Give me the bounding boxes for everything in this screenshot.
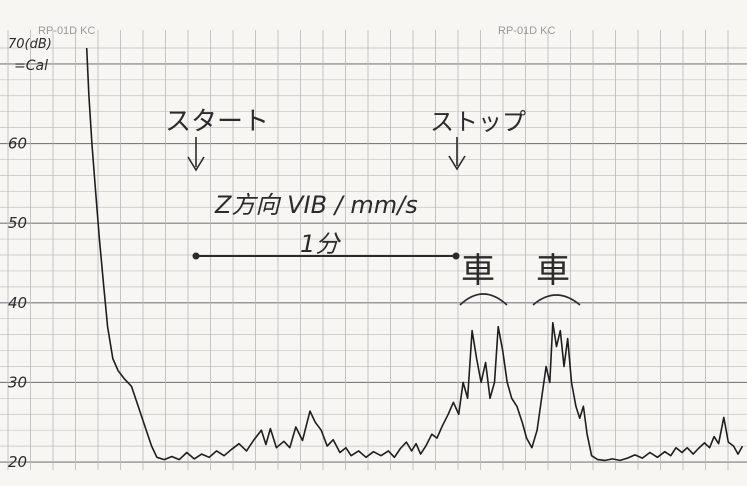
y-tick-label: 50 (8, 214, 27, 232)
y-tick-label: 20 (8, 453, 27, 471)
duration-end-dot (452, 252, 460, 260)
start-arrow-icon (187, 137, 205, 172)
y-axis-ticks: 60 50 40 30 20 (8, 135, 27, 472)
measure-title-label: Z方向 VIB / mm/s (214, 191, 418, 219)
car-label-2: 車 (536, 251, 570, 291)
car-label-1: 車 (461, 251, 495, 291)
vibration-trace (85, 47, 744, 462)
cal-label: =Cal (14, 58, 48, 74)
duration-start-dot (192, 252, 200, 260)
y-tick-label: 60 (8, 135, 27, 153)
start-label: スタート (165, 107, 269, 137)
car-bracket-2 (532, 294, 581, 306)
annotations: スタート ストップ Z方向 VIB / mm/s 1分 車 車 (165, 107, 581, 306)
header-left-label: RP-01D KC (38, 25, 96, 37)
stop-arrow-icon (448, 137, 466, 171)
header-right-label: RP-01D KC (498, 25, 556, 37)
y-tick-label: 40 (8, 294, 27, 312)
car-bracket-1 (459, 293, 508, 306)
y-unit-label: 70(dB) (8, 37, 52, 52)
duration-label: 1分 (300, 230, 341, 258)
stop-label: ストップ (430, 108, 526, 136)
y-tick-label: 30 (8, 373, 27, 391)
